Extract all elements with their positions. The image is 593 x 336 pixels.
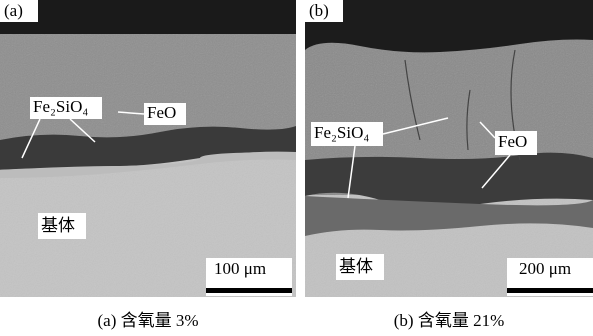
scale-bar-label: 100 μm [214, 259, 266, 278]
caption: (a) 含氧量 3% [97, 311, 198, 330]
panel-label: (a) [4, 1, 23, 20]
feo-label: FeO [498, 132, 527, 151]
micrograph-a [0, 0, 296, 297]
substrate-label: 基体 [339, 257, 373, 276]
substrate-label: 基体 [41, 216, 75, 235]
scale-bar [507, 288, 593, 293]
oxide-label: Fe₂SiO₄ [314, 123, 369, 142]
caption: (b) 含氧量 21% [394, 311, 504, 330]
feo-label: FeO [147, 103, 176, 122]
micrograph-b [305, 0, 593, 297]
figure: (a) Fe₂SiO₄ FeO 基体 100 μm (b) Fe₂SiO₄ Fe… [0, 0, 593, 336]
panel-label: (b) [309, 1, 329, 20]
scale-bar [206, 288, 292, 293]
oxide-label: Fe₂SiO₄ [33, 97, 88, 116]
scale-bar-label: 200 μm [519, 259, 571, 278]
